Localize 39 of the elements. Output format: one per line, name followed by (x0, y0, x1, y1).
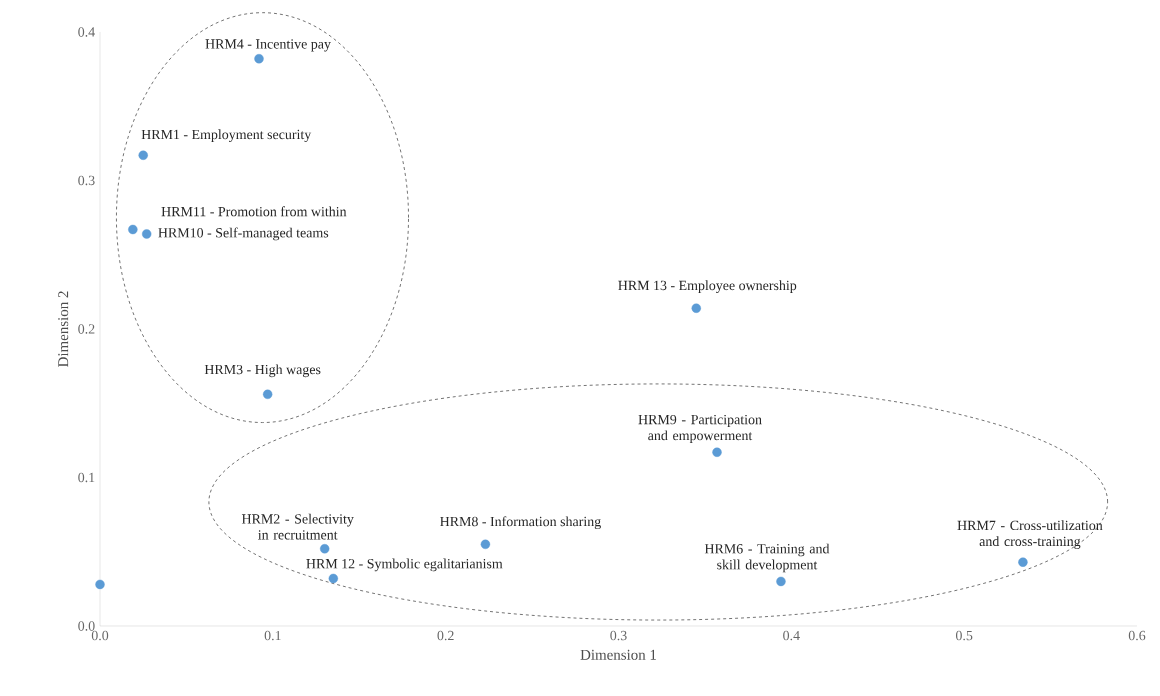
x-tick-label: 0.6 (1128, 630, 1146, 641)
point (141, 229, 152, 239)
annotation: HRM2 - Selectivity in recruitment (241, 513, 354, 540)
annotation: HRM9 - Participation and empowerment (638, 414, 762, 444)
x-axis-title: Dimension 1 (580, 649, 656, 660)
point (254, 54, 264, 64)
x-tick-label: 0.2 (437, 630, 454, 641)
annotation: HRM7 - Cross-utilization and cross-training (957, 520, 1103, 549)
point (691, 303, 701, 313)
point (128, 224, 138, 235)
annotation: HRM10 - Self-managed teams (158, 227, 329, 241)
x-tick-label: 0.3 (610, 630, 627, 641)
annotation: HRM1 - Employment security (141, 129, 312, 143)
point (712, 447, 722, 457)
y-tick-label: 0.0 (78, 621, 95, 631)
point (776, 576, 786, 587)
x-tick-label: 0.4 (783, 630, 800, 641)
x-tick-label: 0.5 (955, 630, 973, 641)
y-tick-label: 0.4 (78, 27, 95, 37)
y-tick-label: 0.1 (78, 472, 95, 483)
point (319, 544, 330, 554)
annotation: HRM8 - Information sharing (440, 516, 601, 530)
y-axis-title: Dimension 2 (58, 291, 69, 367)
annotation: HRM11 - Promotion from within (161, 206, 347, 217)
x-tick-label: 0.0 (91, 630, 109, 641)
y-tick-label: 0.2 (78, 324, 95, 334)
point (328, 573, 339, 584)
point (95, 579, 105, 590)
point (1018, 557, 1028, 567)
y-tick-label: 0.3 (78, 175, 95, 186)
point (138, 150, 148, 160)
x-tick-label: 0.1 (264, 630, 281, 641)
annotation: HRM6 - Training and skill development (704, 543, 830, 573)
annotation: HRM 13 - Employee ownership (618, 280, 797, 293)
point (480, 539, 491, 550)
point (262, 389, 273, 400)
annotation: HRM4 - Incentive pay (205, 39, 331, 52)
annotation: HRM 12 - Symbolic egalitarianism (306, 558, 503, 572)
annotation: HRM3 - High wages (204, 364, 321, 378)
